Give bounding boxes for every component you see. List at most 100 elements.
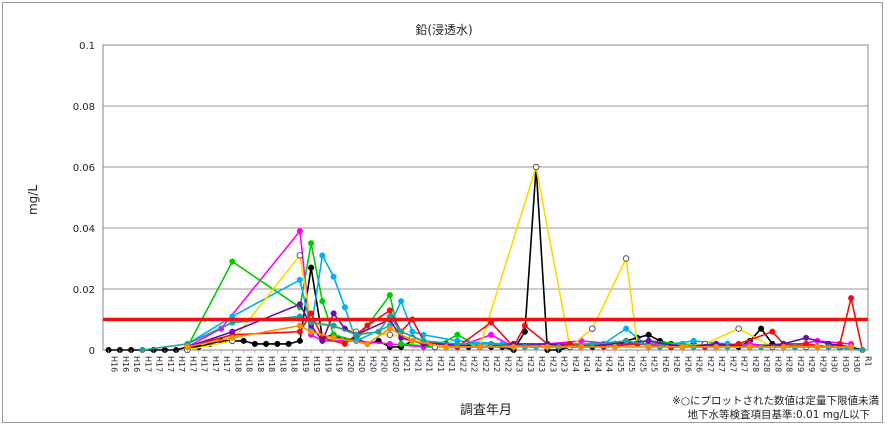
x-tick-label: H30 (841, 356, 850, 372)
x-tick-label: H22 (492, 356, 501, 372)
x-axis-ticks: H16 H16 H16 H17 H17 H17 H17 H17 H17 H17 H17 H18 H18 H… (108, 350, 872, 372)
data-point (521, 322, 528, 329)
data-point (488, 340, 495, 347)
data-point (409, 337, 416, 344)
x-tick-label: H19 (301, 356, 310, 372)
data-point (274, 340, 281, 347)
x-tick-label: H16 (121, 356, 130, 372)
data-point (623, 325, 630, 332)
x-tick-label: H27 (728, 356, 737, 372)
data-point (251, 340, 258, 347)
data-point (296, 337, 303, 344)
note-line-2: 地下水等検査項目基準:0.01 mg/L以下 (687, 408, 870, 421)
data-point (622, 255, 630, 262)
gridlines (103, 44, 868, 290)
x-tick-label: H17 (200, 356, 209, 372)
data-point (780, 343, 787, 351)
data-point (589, 340, 596, 347)
data-point (319, 298, 326, 305)
data-point (330, 322, 337, 329)
data-point (296, 322, 303, 329)
data-point (296, 276, 303, 283)
x-tick-label: H22 (503, 356, 512, 372)
data-point (769, 328, 776, 335)
y-axis-label: mg/L (26, 185, 40, 215)
data-point (758, 325, 765, 332)
data-point (544, 343, 551, 351)
x-tick-label: H21 (425, 356, 434, 372)
data-point (229, 328, 236, 335)
data-point (735, 325, 742, 332)
y-tick-label: 0.1 (79, 41, 95, 52)
data-point (848, 295, 855, 302)
data-point (330, 334, 337, 341)
x-tick-label: H17 (222, 356, 231, 372)
x-tick-label: H18 (245, 356, 254, 372)
data-point (330, 273, 337, 280)
x-tick-label: H29 (818, 356, 827, 372)
data-point (623, 337, 630, 344)
data-point (296, 301, 303, 308)
x-tick-label: H27 (717, 356, 726, 372)
data-point (285, 340, 292, 347)
x-tick-label: H20 (346, 356, 355, 372)
data-point (319, 337, 326, 344)
data-point (296, 228, 303, 235)
x-tick-label: H26 (695, 356, 704, 372)
x-tick-label: H21 (413, 356, 422, 372)
x-tick-label: H21 (436, 356, 445, 372)
x-tick-label: H20 (391, 356, 400, 372)
data-point (386, 340, 393, 347)
x-tick-label: H18 (278, 356, 287, 372)
data-point (398, 298, 405, 305)
data-point (263, 340, 270, 347)
y-tick-label: 0.06 (73, 163, 95, 174)
x-tick-label: H21 (402, 356, 411, 372)
series-7 (184, 301, 855, 351)
x-tick-label: H23 (537, 356, 546, 372)
data-point (330, 310, 337, 317)
data-point (611, 343, 618, 351)
x-tick-label: H27 (706, 356, 715, 372)
data-point (398, 340, 405, 347)
x-tick-label: H17 (155, 356, 164, 372)
data-point (645, 337, 652, 344)
x-tick-label: H23 (526, 356, 535, 372)
data-point (240, 337, 247, 344)
data-point (229, 258, 236, 265)
series-layer (105, 163, 866, 354)
x-tick-label: H19 (335, 356, 344, 372)
x-tick-label: H18 (256, 356, 265, 372)
x-tick-label: H19 (323, 356, 332, 372)
series-4 (184, 252, 866, 354)
data-point (803, 334, 810, 341)
x-tick-label: H17 (177, 356, 186, 372)
x-tick-label: H17 (166, 356, 175, 372)
y-tick-label: 0 (89, 346, 95, 357)
x-tick-label: H18 (290, 356, 299, 372)
x-tick-label: H18 (233, 356, 242, 372)
x-tick-label: H26 (661, 356, 670, 372)
data-point (353, 331, 360, 338)
x-tick-label: H27 (740, 356, 749, 372)
x-tick-label: R1 (863, 356, 872, 367)
data-point (386, 307, 393, 314)
chart-frame (2, 2, 883, 423)
data-point (296, 328, 303, 335)
x-tick-label: H20 (357, 356, 366, 372)
data-point (510, 343, 517, 351)
data-point (364, 340, 371, 347)
data-point (184, 343, 191, 351)
x-tick-label: H28 (773, 356, 782, 372)
data-point (848, 343, 855, 351)
data-point (296, 252, 304, 259)
y-tick-label: 0.08 (73, 102, 95, 113)
x-tick-label: H25 (627, 356, 636, 372)
series-9 (184, 322, 855, 351)
data-point (746, 343, 753, 351)
x-tick-label: H23 (560, 356, 569, 372)
series-5 (184, 163, 844, 354)
data-point (532, 163, 540, 171)
x-tick-label: H16 (132, 356, 141, 372)
data-point (690, 337, 697, 344)
